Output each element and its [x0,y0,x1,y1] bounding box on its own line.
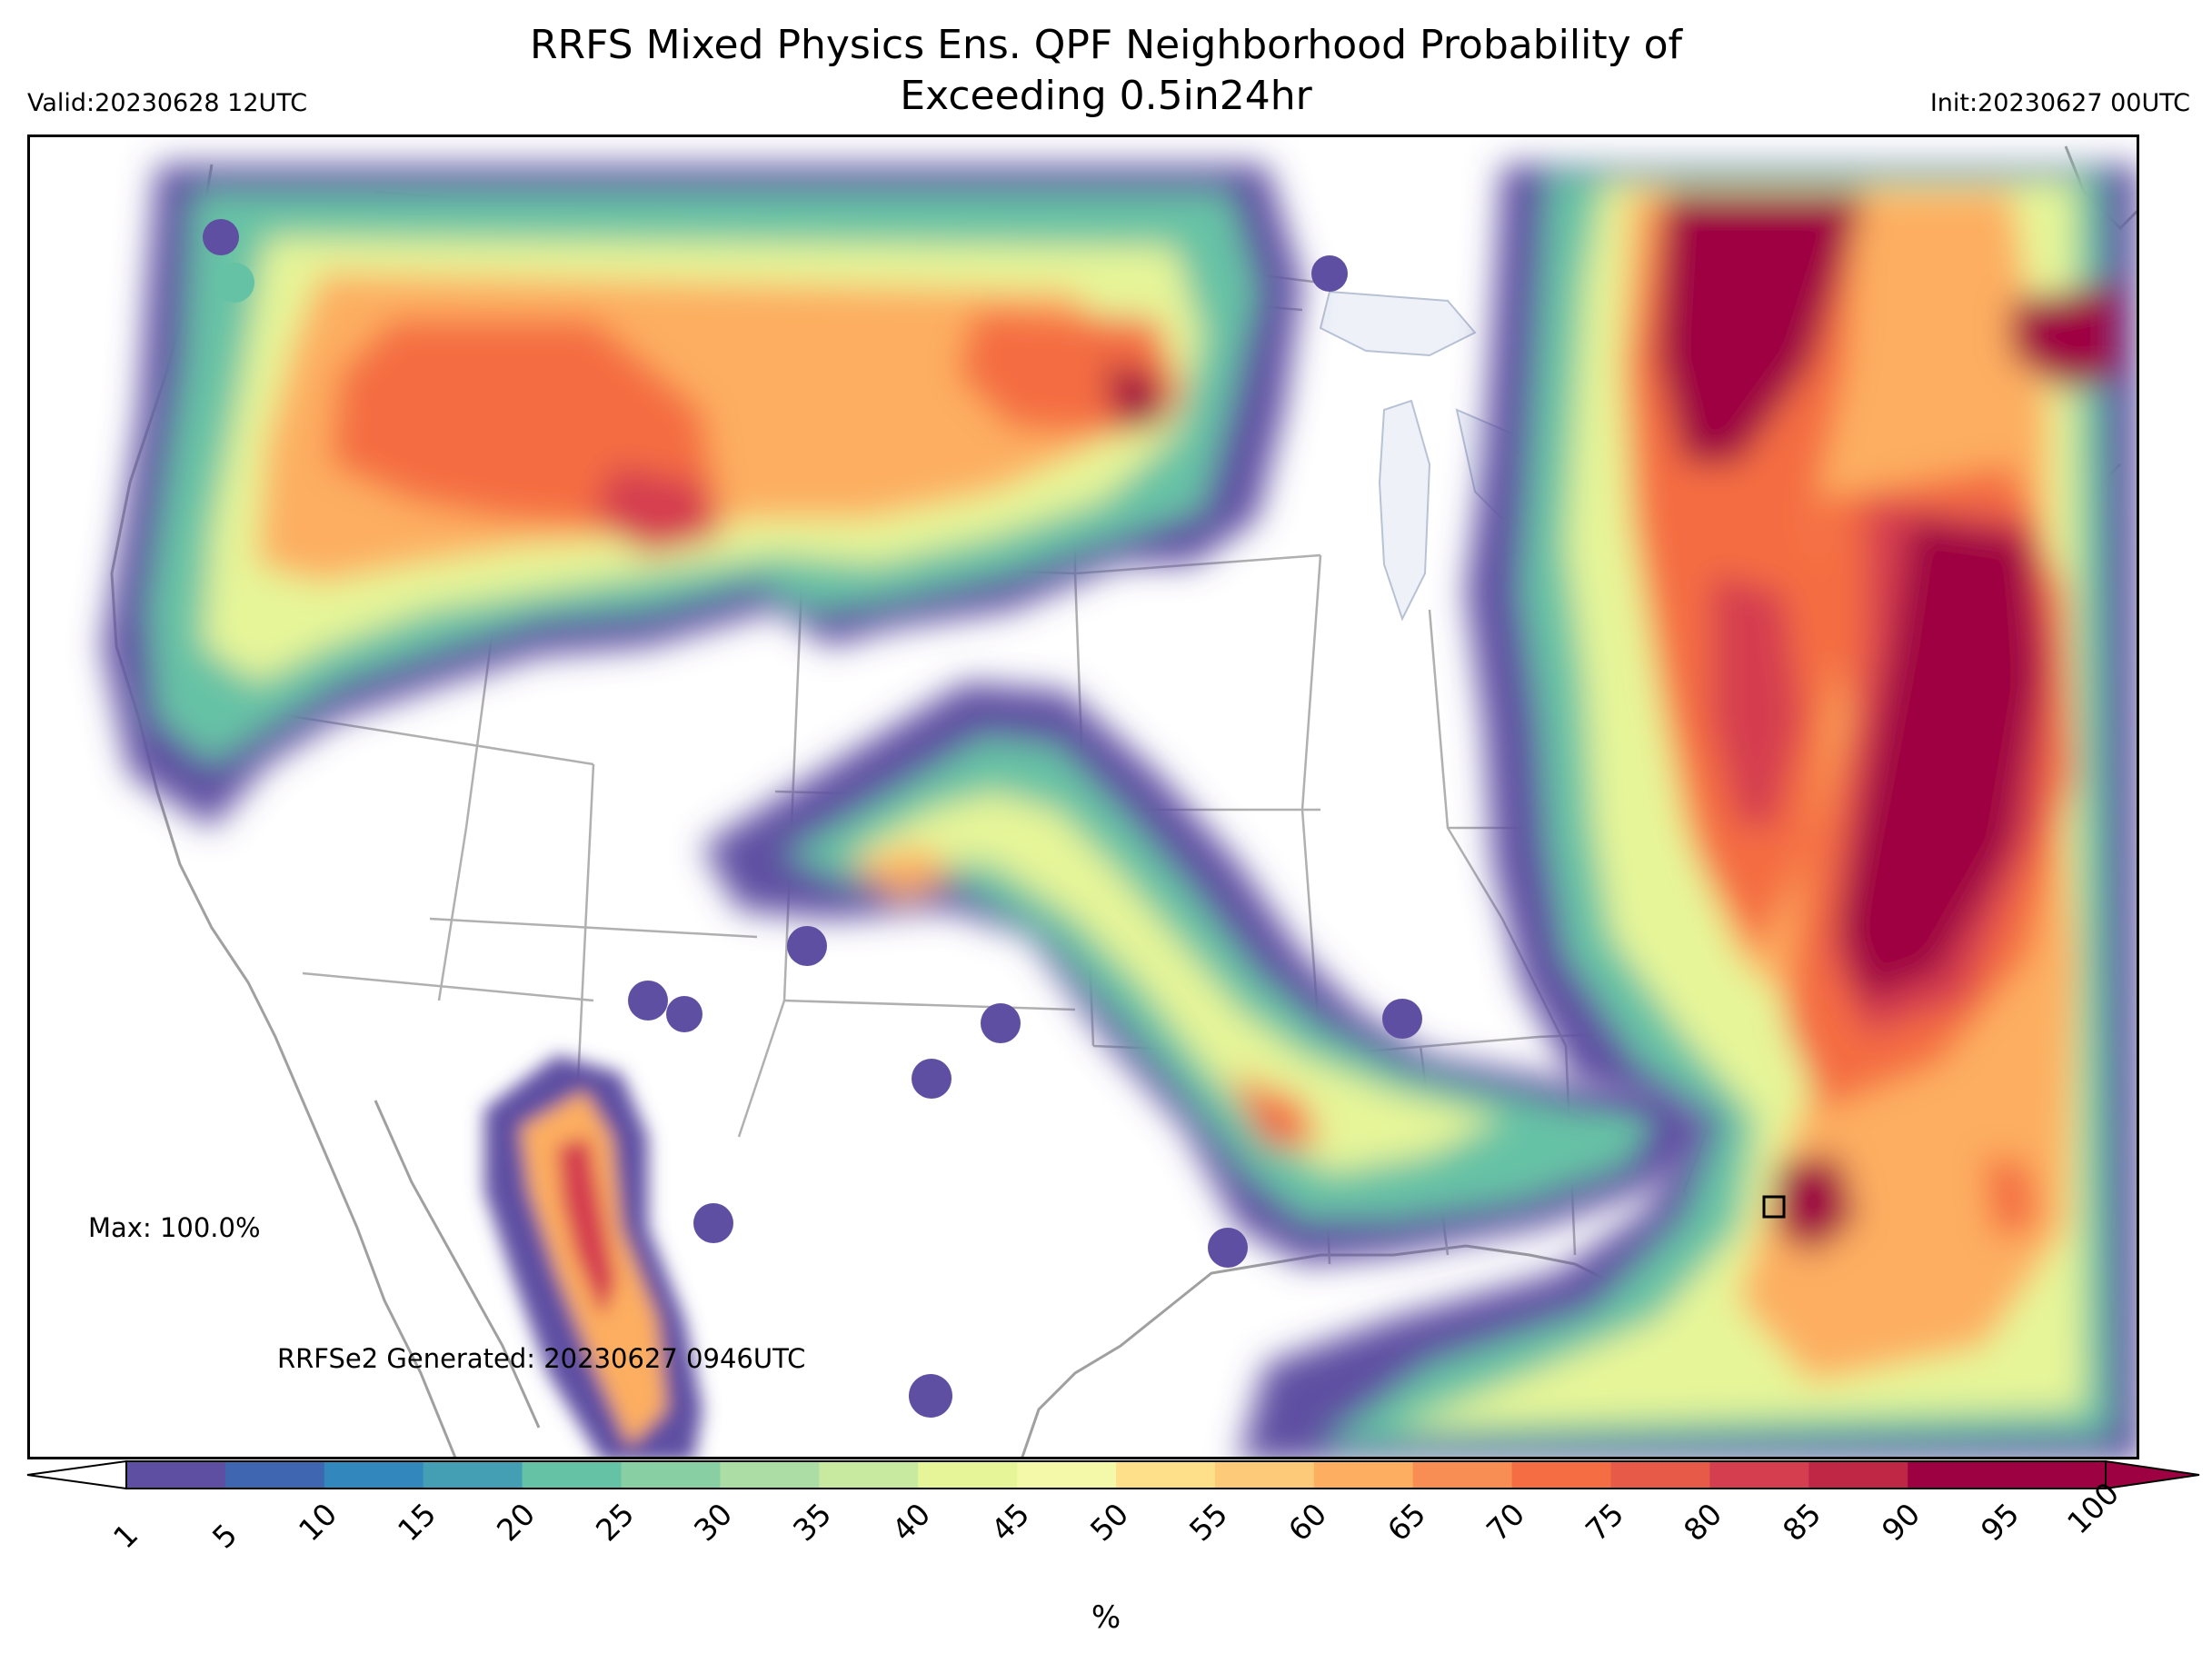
colorbar-tick-label: 50 [1083,1496,1136,1548]
colorbar-segment [423,1461,523,1489]
precip-baja-band [484,1055,702,1457]
title-line-2: Exceeding 0.5in24hr [900,73,1312,119]
colorbar-segment [1610,1461,1710,1489]
colorbar-segment [2007,1461,2107,1489]
colorbar-tick-label: 60 [1280,1496,1334,1548]
chart-title: RRFS Mixed Physics Ens. QPF Neighborhood… [0,20,2212,122]
colorbar-tick-label: 75 [1578,1496,1630,1548]
colorbar-tick-label: 65 [1380,1496,1432,1548]
colorbar-tick-label: 15 [390,1496,443,1548]
colorbar-tick-label: 85 [1776,1496,1828,1548]
colorbar-segment [224,1461,325,1489]
colorbar-tick-label: 55 [1181,1496,1235,1548]
map-panel: Max: 100.0% RRFSe2 Generated: 20230627 0… [27,134,2139,1459]
colorbar-tick-label: 5 [204,1517,244,1556]
colorbar-segment [1908,1461,2008,1489]
max-value-note: Max: 100.0% [88,1212,261,1243]
max-location-marker [1762,1195,1786,1219]
colorbar-tick-label: 10 [291,1496,344,1548]
colorbar-segment [1017,1461,1117,1489]
colorbar-segment [1313,1461,1414,1489]
generated-note: RRFSe2 Generated: 20230627 0946UTC [277,1343,806,1374]
colorbar-segment [819,1461,919,1489]
precip-east-swath [1240,164,2137,1457]
colorbar-segment [1511,1461,1611,1489]
precip-south-swath [702,682,1711,1264]
colorbar-segment [621,1461,721,1489]
colorbar-segment [522,1461,622,1489]
probability-map [103,145,2137,1457]
colorbar-tick-label: 45 [984,1496,1037,1548]
colorbar-extend-high [2105,1459,2200,1490]
colorbar-frame [125,1460,2107,1489]
colorbar-tick-label: 40 [885,1496,938,1548]
colorbar-tick-label: 80 [1677,1496,1729,1548]
colorbar-tick-label: 90 [1875,1496,1928,1548]
init-time-label: Init:20230627 00UTC [1929,89,2190,117]
colorbar-segment [126,1461,226,1489]
colorbar-segment [1808,1461,1908,1489]
colorbar-segment [1709,1461,1809,1489]
colorbar-tick-label: 95 [1974,1496,2027,1548]
colorbar-segment [1116,1461,1216,1489]
isolated-cells [203,219,1422,1418]
colorbar-tick-label: 30 [687,1496,740,1548]
colorbar-tick-label: 20 [489,1496,542,1548]
colorbar-extend-low [26,1459,127,1490]
colorbar-segment [1214,1461,1315,1489]
valid-time-label: Valid:20230628 12UTC [27,89,308,117]
colorbar-tick-label: 35 [786,1496,839,1548]
colorbar-segment [324,1461,424,1489]
colorbar-segment [1412,1461,1513,1489]
colorbar-segment [720,1461,820,1489]
colorbar-tick-label: 1 [106,1517,145,1556]
colorbar [26,1459,2200,1490]
colorbar-tick-label: 25 [588,1496,641,1548]
colorbar-tick-label: 70 [1479,1496,1531,1548]
title-line-1: RRFS Mixed Physics Ens. QPF Neighborhood… [529,22,1683,68]
colorbar-segment [918,1461,1018,1489]
precip-west-swath [103,164,1302,828]
colorbar-label: % [1091,1599,1121,1636]
